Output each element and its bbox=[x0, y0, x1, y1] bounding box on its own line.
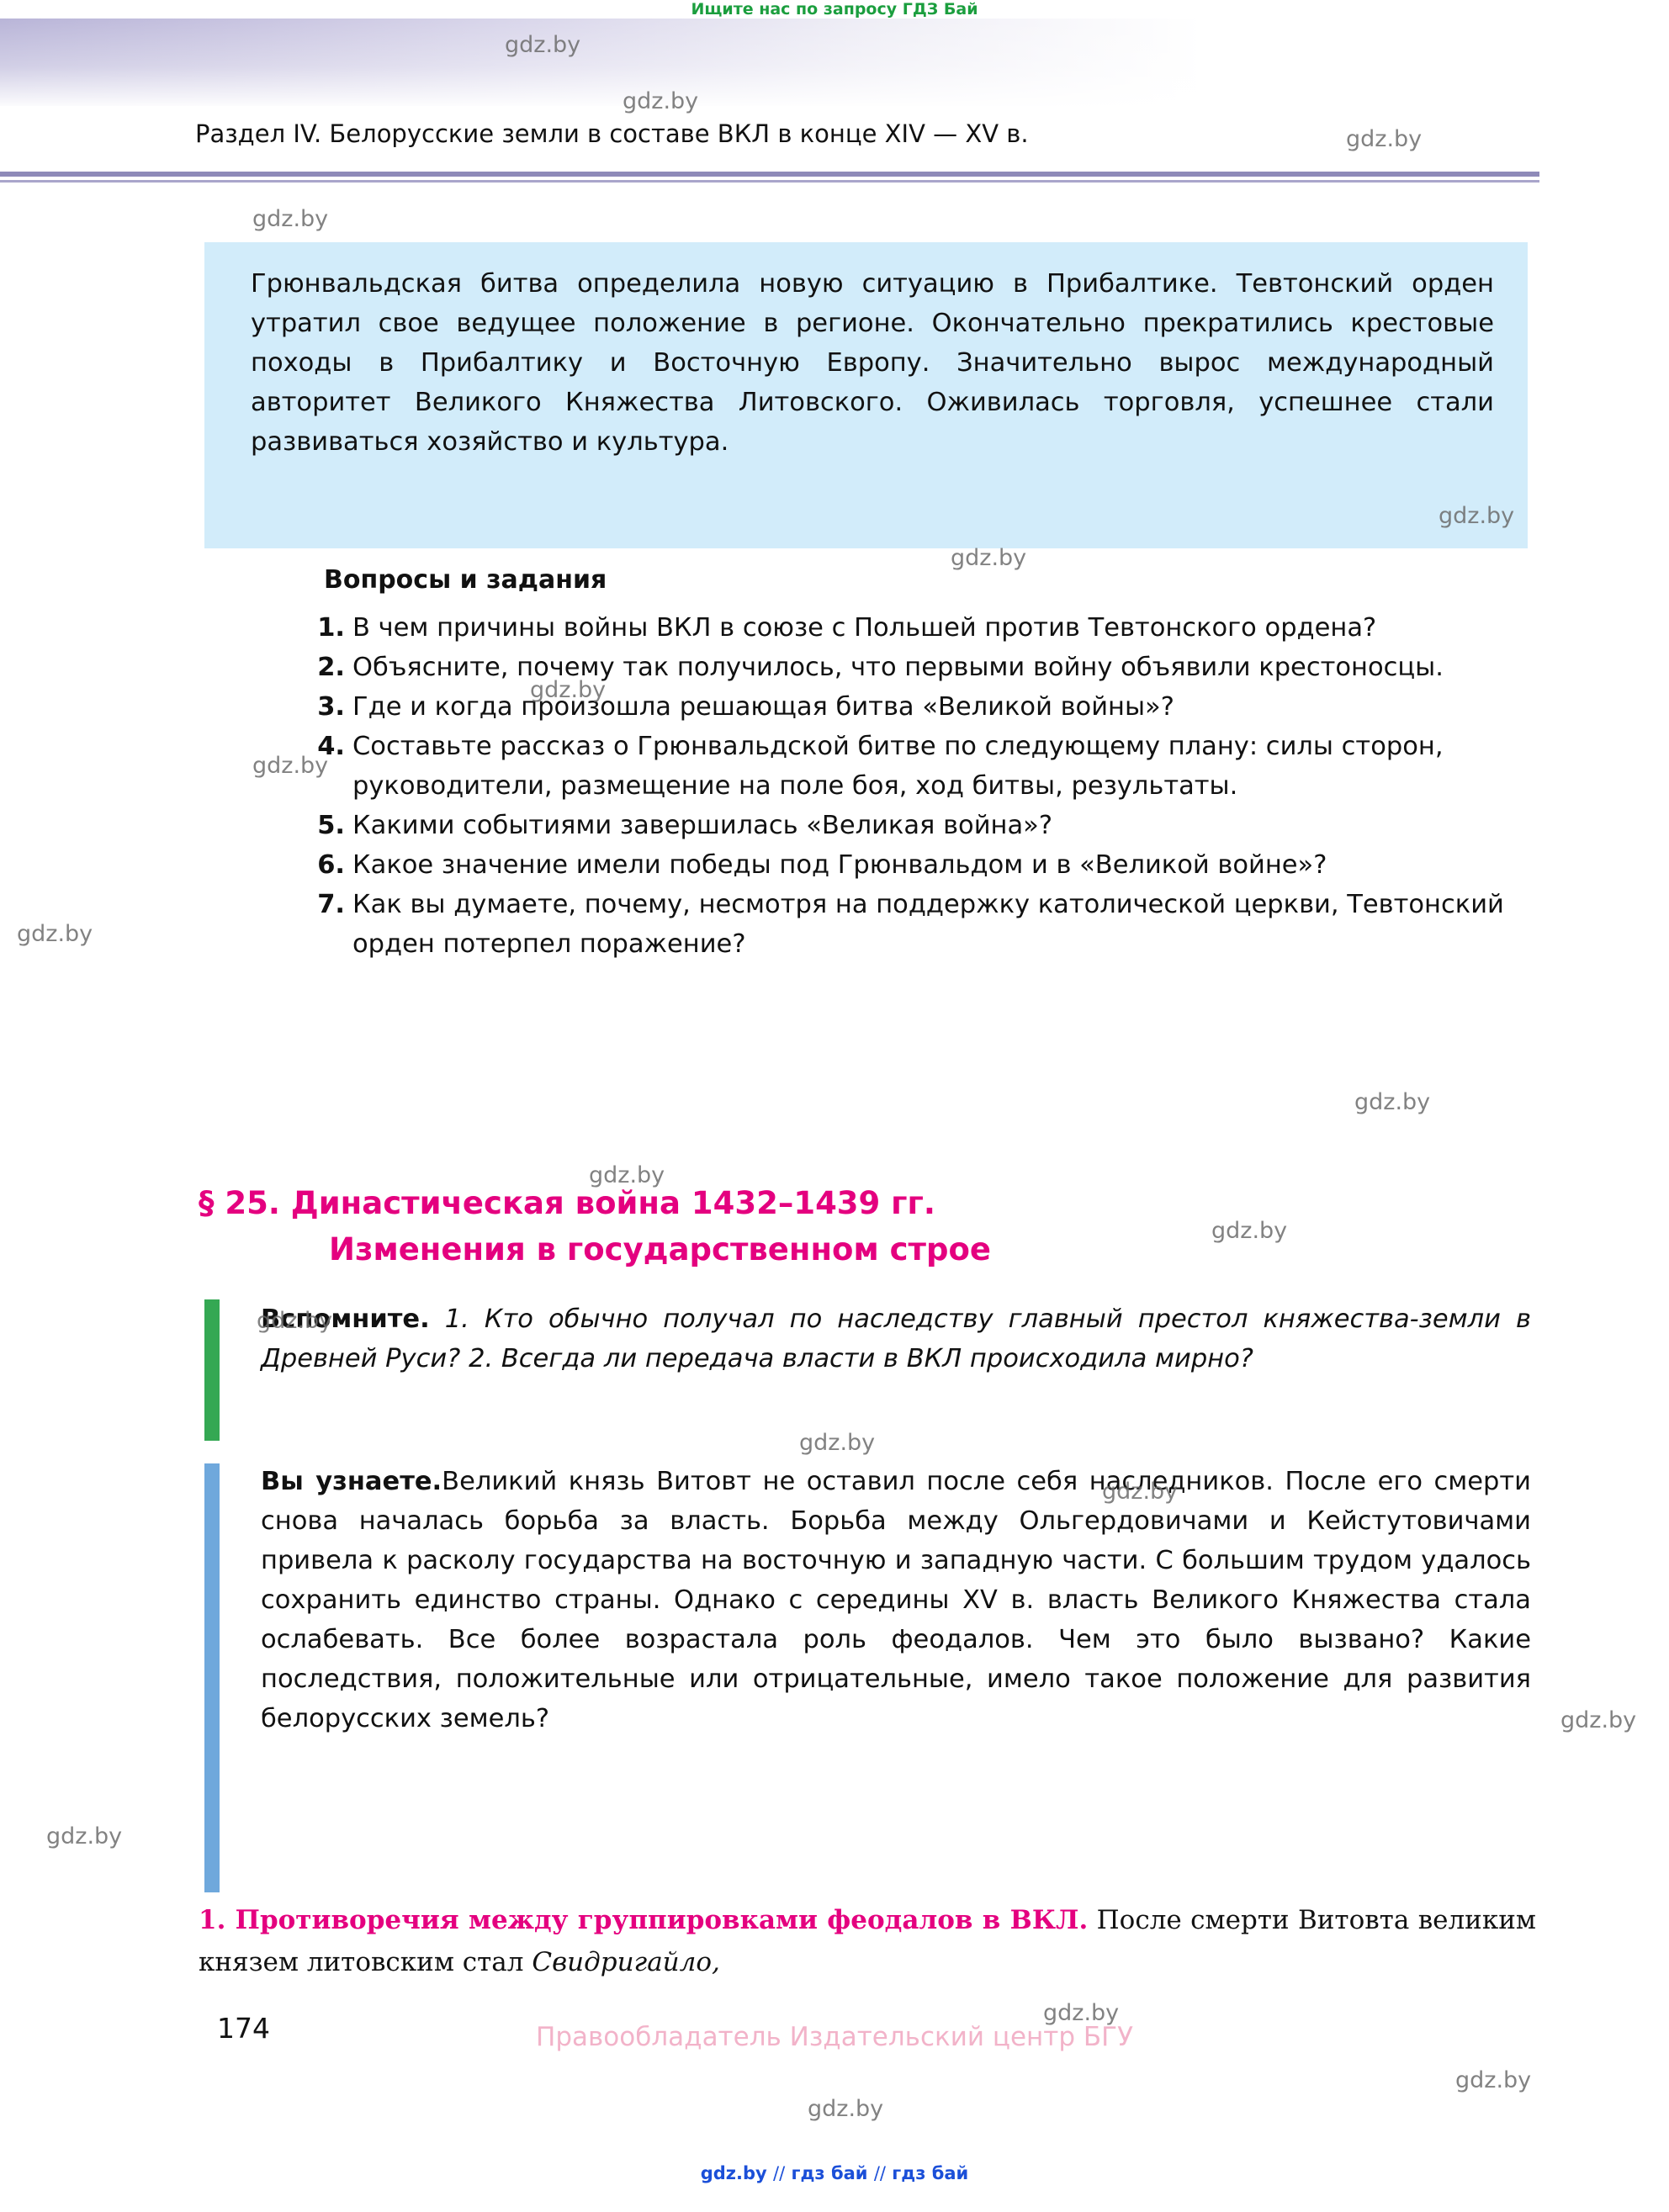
body-paragraph-1: 1. Противоречия между группировками феод… bbox=[199, 1899, 1536, 1983]
footer-links: gdz.by // гдз бай // гдз бай bbox=[0, 2163, 1669, 2183]
question-number: 2. bbox=[317, 653, 345, 682]
learn-accent-bar bbox=[204, 1463, 220, 1892]
section-heading-line2: Изменения в государственном строе bbox=[329, 1231, 991, 1267]
paragraph-rest: После смерти Витовта великим князем лито… bbox=[199, 1905, 1536, 1977]
watermark-text: gdz.by bbox=[1346, 126, 1423, 152]
question-text: В чем причины войны ВКЛ в союзе с Польше… bbox=[352, 613, 1377, 643]
list-item: 5. Какими событиями завершилась «Великая… bbox=[311, 806, 1531, 845]
question-number: 6. bbox=[317, 850, 345, 880]
learn-label: Вы узнаете. bbox=[261, 1467, 442, 1496]
questions-list: 1. В чем причины войны ВКЛ в союзе с Пол… bbox=[311, 608, 1531, 964]
question-text: Какое значение имели победы под Грюнваль… bbox=[352, 850, 1327, 880]
question-number: 4. bbox=[317, 732, 345, 761]
top-promo-banner: Ищите нас по запросу ГДЗ Бай bbox=[691, 0, 978, 19]
watermark-text: gdz.by bbox=[1354, 1089, 1431, 1115]
watermark-text: gdz.by bbox=[252, 753, 329, 779]
running-head: Раздел IV. Белорусские земли в составе В… bbox=[195, 119, 1029, 148]
section-heading-line1: § 25. Династическая война 1432–1439 гг. bbox=[199, 1185, 935, 1221]
questions-heading: Вопросы и задания bbox=[324, 565, 607, 595]
watermark-text: gdz.by bbox=[530, 677, 607, 703]
list-item: 7. Как вы думаете, почему, несмотря на п… bbox=[311, 885, 1531, 964]
copyright-line: Правообладатель Издательский центр БГУ bbox=[536, 2022, 1133, 2052]
question-text: Объясните, почему так получилось, что пе… bbox=[352, 653, 1444, 682]
footer-separator-2: // bbox=[873, 2163, 886, 2183]
recall-accent-bar bbox=[204, 1299, 220, 1441]
question-text: Составьте рассказ о Грюнвальдской битве … bbox=[352, 732, 1444, 801]
watermark-text: gdz.by bbox=[799, 1430, 876, 1456]
watermark-text: gdz.by bbox=[257, 1308, 333, 1334]
header-gradient-fade bbox=[0, 19, 1669, 106]
question-number: 1. bbox=[317, 613, 345, 643]
header-gradient-band bbox=[0, 19, 1669, 106]
watermark-text: gdz.by bbox=[951, 545, 1027, 571]
summary-callout: Грюнвальдская битва определила новую сит… bbox=[204, 242, 1528, 548]
header-rule-thick bbox=[0, 172, 1539, 177]
watermark-text: gdz.by bbox=[1102, 1479, 1179, 1505]
learn-text: Великий князь Витовт не оставил после се… bbox=[261, 1467, 1531, 1733]
footer-part-2[interactable]: гдз бай bbox=[791, 2163, 868, 2183]
watermark-text: gdz.by bbox=[505, 32, 581, 58]
header-rule-thin bbox=[0, 180, 1539, 183]
watermark-text: gdz.by bbox=[623, 88, 699, 114]
watermark-text: gdz.by bbox=[808, 2096, 884, 2122]
recall-label: Вспомните. bbox=[261, 1304, 430, 1334]
learn-block: Вы узнаете.Великий князь Витовт не остав… bbox=[261, 1462, 1531, 1738]
list-item: 4. Составьте рассказ о Грюнвальдской бит… bbox=[311, 727, 1531, 806]
watermark-text: gdz.by bbox=[1211, 1218, 1288, 1244]
list-item: 3. Где и когда произошла решающая битва … bbox=[311, 687, 1531, 727]
question-number: 7. bbox=[317, 890, 345, 919]
watermark-text: gdz.by bbox=[1455, 2067, 1532, 2093]
recall-text: 1. Кто обычно получал по наследству глав… bbox=[261, 1304, 1531, 1373]
question-number: 3. bbox=[317, 692, 345, 722]
question-number: 5. bbox=[317, 811, 345, 840]
list-item: 1. В чем причины войны ВКЛ в союзе с Пол… bbox=[311, 608, 1531, 648]
watermark-text: gdz.by bbox=[1439, 503, 1515, 529]
summary-text: Грюнвальдская битва определила новую сит… bbox=[251, 269, 1494, 457]
watermark-text: gdz.by bbox=[17, 921, 93, 947]
footer-part-1[interactable]: gdz.by bbox=[700, 2163, 767, 2183]
page-number: 174 bbox=[217, 2012, 270, 2045]
question-text: Где и когда произошла решающая битва «Ве… bbox=[352, 692, 1174, 722]
question-text: Как вы думаете, почему, несмотря на подд… bbox=[352, 890, 1504, 959]
watermark-text: gdz.by bbox=[46, 1823, 123, 1850]
footer-part-3[interactable]: гдз бай bbox=[892, 2163, 969, 2183]
paragraph-italic-name: Свидригайло, bbox=[532, 1947, 720, 1977]
list-item: 6. Какое значение имели победы под Грюнв… bbox=[311, 845, 1531, 885]
watermark-text: gdz.by bbox=[589, 1162, 665, 1188]
watermark-text: gdz.by bbox=[1560, 1707, 1637, 1733]
watermark-text: gdz.by bbox=[252, 206, 329, 232]
watermark-text: gdz.by bbox=[1043, 2000, 1120, 2026]
question-text: Какими событиями завершилась «Великая во… bbox=[352, 811, 1053, 840]
list-item: 2. Объясните, почему так получилось, что… bbox=[311, 648, 1531, 687]
paragraph-lead: 1. Противоречия между группировками феод… bbox=[199, 1905, 1089, 1935]
footer-separator-1: // bbox=[773, 2163, 786, 2183]
section-heading: § 25. Династическая война 1432–1439 гг. … bbox=[199, 1180, 1544, 1273]
recall-block: Вспомните. 1. Кто обычно получал по насл… bbox=[261, 1299, 1531, 1379]
